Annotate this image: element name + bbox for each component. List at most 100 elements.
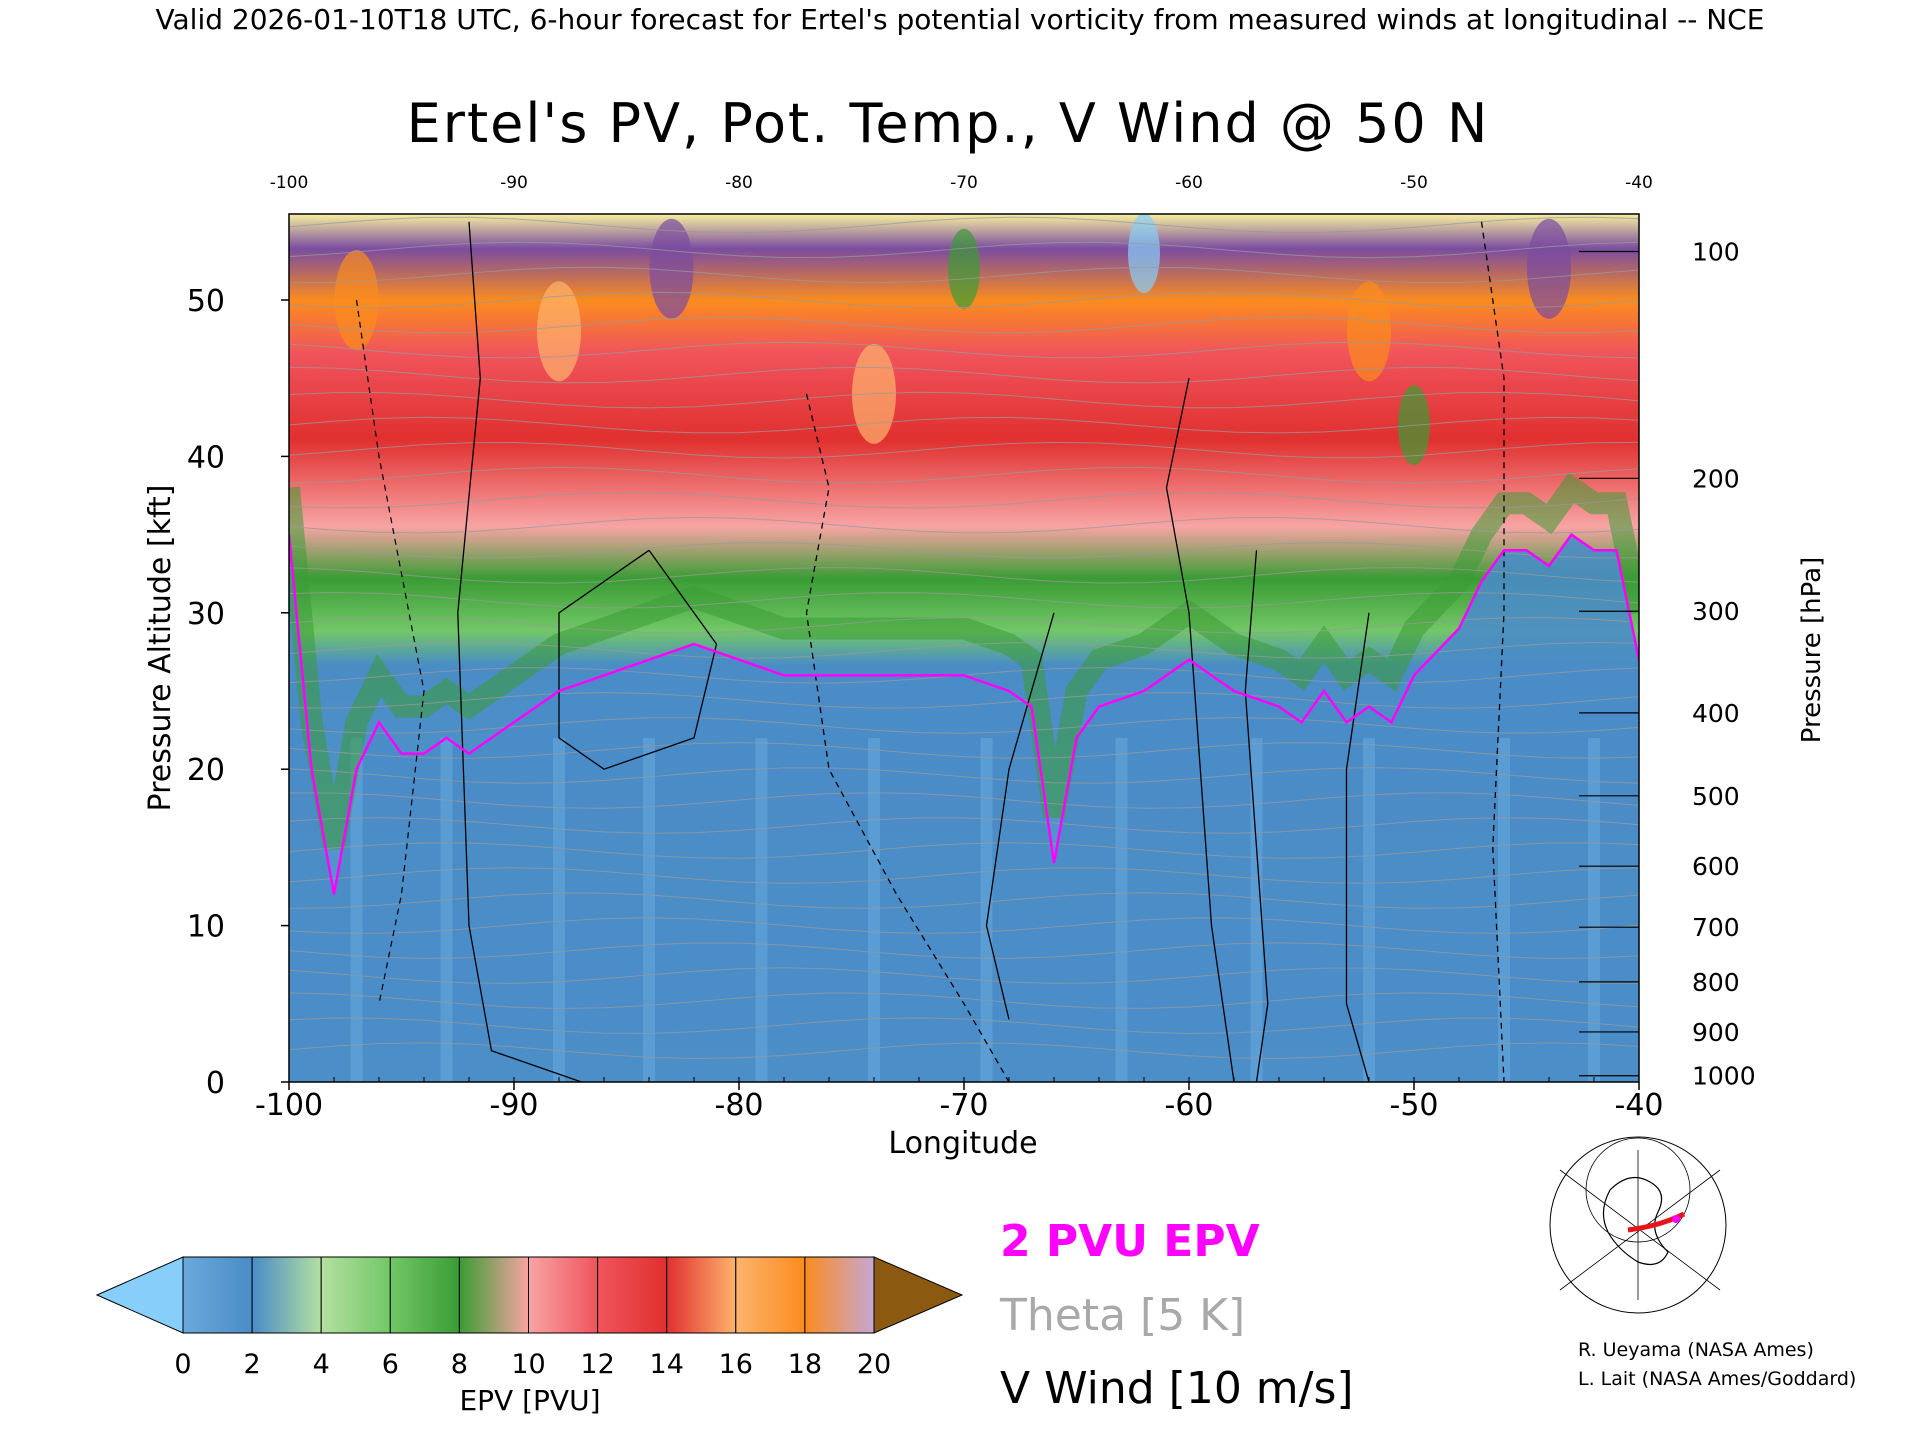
x-top-tick-label: -60 [1175, 173, 1203, 193]
pressure-tick-label: 1000 [1692, 1062, 1756, 1091]
colorbar-under-arrow [95, 1256, 184, 1334]
theta-contour [289, 742, 1639, 759]
pressure-tick-label: 700 [1692, 913, 1740, 942]
x-tick-label: -60 [1165, 1088, 1214, 1123]
theta-contour [289, 867, 1639, 884]
theta-contours [289, 216, 1639, 1060]
y2-axis-label: Pressure [hPa] [1797, 557, 1827, 744]
colorbar-tick-label: 12 [580, 1349, 614, 1380]
theta-contour [289, 692, 1639, 709]
colorbar-cell [666, 1256, 737, 1334]
field-streak [755, 737, 768, 1082]
x-tick-label: -50 [1390, 1088, 1439, 1123]
legend: 2 PVU EPV Theta [5 K] V Wind [10 m/s] [999, 1216, 1354, 1414]
green-band [289, 472, 1639, 850]
x-tick-label: -40 [1615, 1088, 1664, 1123]
theta-contour [289, 892, 1639, 909]
theta-contour [289, 917, 1639, 934]
theta-contour [289, 942, 1639, 959]
colorbar: 0 2 4 6 8 10 12 14 16 18 20 EPV [PVU] [95, 1256, 964, 1417]
theta-contour [289, 341, 1639, 359]
colorbar-cell [597, 1256, 668, 1334]
theta-contour [289, 1042, 1639, 1060]
theta-contour [289, 967, 1639, 984]
colorbar-cell [389, 1256, 460, 1334]
field-streak [1363, 737, 1375, 1082]
theta-contour [289, 641, 1639, 659]
x-top-tick-label: -80 [725, 173, 753, 193]
credit-line-2: L. Lait (NASA Ames/Goddard) [1578, 1368, 1856, 1390]
pressure-tick-label: 500 [1692, 782, 1740, 811]
x-top-tick-label: -100 [270, 173, 309, 193]
chart-title: Ertel's PV, Pot. Temp., V Wind @ 50 N [407, 92, 1490, 155]
colorbar-tick-label: 18 [788, 1349, 822, 1380]
field-streak [1115, 737, 1128, 1082]
x-top-tick-label: -40 [1625, 173, 1653, 193]
vwind-contour [1345, 612, 1370, 1082]
x-top-tick-label: -50 [1400, 173, 1428, 193]
vwind-contour [1165, 378, 1235, 1082]
colorbar-tick-label: 10 [511, 1349, 545, 1380]
axes: -100 -100 -90 -90 -80 -80 -70 -70 -60 -60 -50 -50 -4… [187, 173, 1756, 1123]
credit-line-1: R. Ueyama (NASA Ames) [1578, 1339, 1814, 1361]
colorbar-cells [182, 1256, 875, 1334]
vwind-contour-negative [355, 299, 425, 1004]
x-tick-label: -80 [715, 1088, 764, 1123]
plot-area [289, 214, 1639, 1082]
colorbar-tick-label: 20 [857, 1349, 891, 1380]
theta-contour [289, 366, 1639, 384]
colorbar-label: EPV [PVU] [459, 1384, 600, 1417]
field-streak [868, 737, 880, 1082]
colorbar-cell [320, 1256, 391, 1334]
theta-contour [289, 817, 1639, 834]
theta-contour [289, 541, 1639, 559]
vwind-contour [985, 612, 1055, 1020]
theta-contour [289, 717, 1639, 734]
pressure-tick-label: 900 [1692, 1018, 1740, 1047]
theta-contour [289, 1017, 1639, 1035]
theta-contour [289, 441, 1639, 459]
x-tick-label: -70 [940, 1088, 989, 1123]
y-tick-label: 40 [187, 440, 225, 475]
theta-contour [289, 491, 1639, 509]
pressure-tick-label: 400 [1692, 699, 1740, 728]
theta-contour [289, 266, 1639, 284]
y-tick-label: 30 [187, 597, 225, 632]
vwind-contour [805, 393, 1010, 1082]
y-tick-label: 20 [187, 753, 225, 788]
legend-vwind: V Wind [10 m/s] [1000, 1363, 1354, 1414]
field-streak [1588, 737, 1600, 1082]
theta-contour [289, 566, 1639, 584]
colorbar-cell [528, 1256, 599, 1334]
map-section-line [1627, 1211, 1686, 1233]
map-inset [1540, 1136, 1736, 1314]
theta-contour [289, 391, 1639, 409]
theta-contour [289, 316, 1639, 334]
pressure-tick-label: 800 [1692, 968, 1740, 997]
colorbar-tick-label: 8 [451, 1349, 468, 1380]
colorbar-tick-label: 2 [244, 1349, 261, 1380]
field-blob [1128, 214, 1160, 294]
field-blob [649, 218, 694, 319]
field-blob [1347, 281, 1391, 382]
y-tick-label: 10 [187, 910, 225, 945]
legend-theta: Theta [5 K] [999, 1290, 1245, 1341]
pv2-line [289, 532, 1639, 895]
field-blob [948, 228, 980, 309]
vwind-contour [457, 221, 582, 1082]
field-streak [980, 737, 993, 1082]
y-tick-label: 0 [206, 1066, 225, 1101]
theta-contour [289, 241, 1639, 259]
theta-contour [289, 792, 1639, 809]
colorbar-ticks: 0 2 4 6 8 10 12 14 16 18 20 [174, 1349, 891, 1380]
colorbar-cell [804, 1256, 875, 1334]
y-axis-label: Pressure Altitude [kft] [143, 485, 178, 812]
x-tick-label: -100 [255, 1088, 323, 1123]
field-streak [643, 737, 655, 1082]
pressure-tick-label: 300 [1692, 597, 1740, 626]
colorbar-cell [251, 1256, 322, 1334]
colorbar-tick-label: 16 [719, 1349, 753, 1380]
x-top-tick-label: -90 [500, 173, 528, 193]
map-coastline [1602, 1176, 1669, 1265]
